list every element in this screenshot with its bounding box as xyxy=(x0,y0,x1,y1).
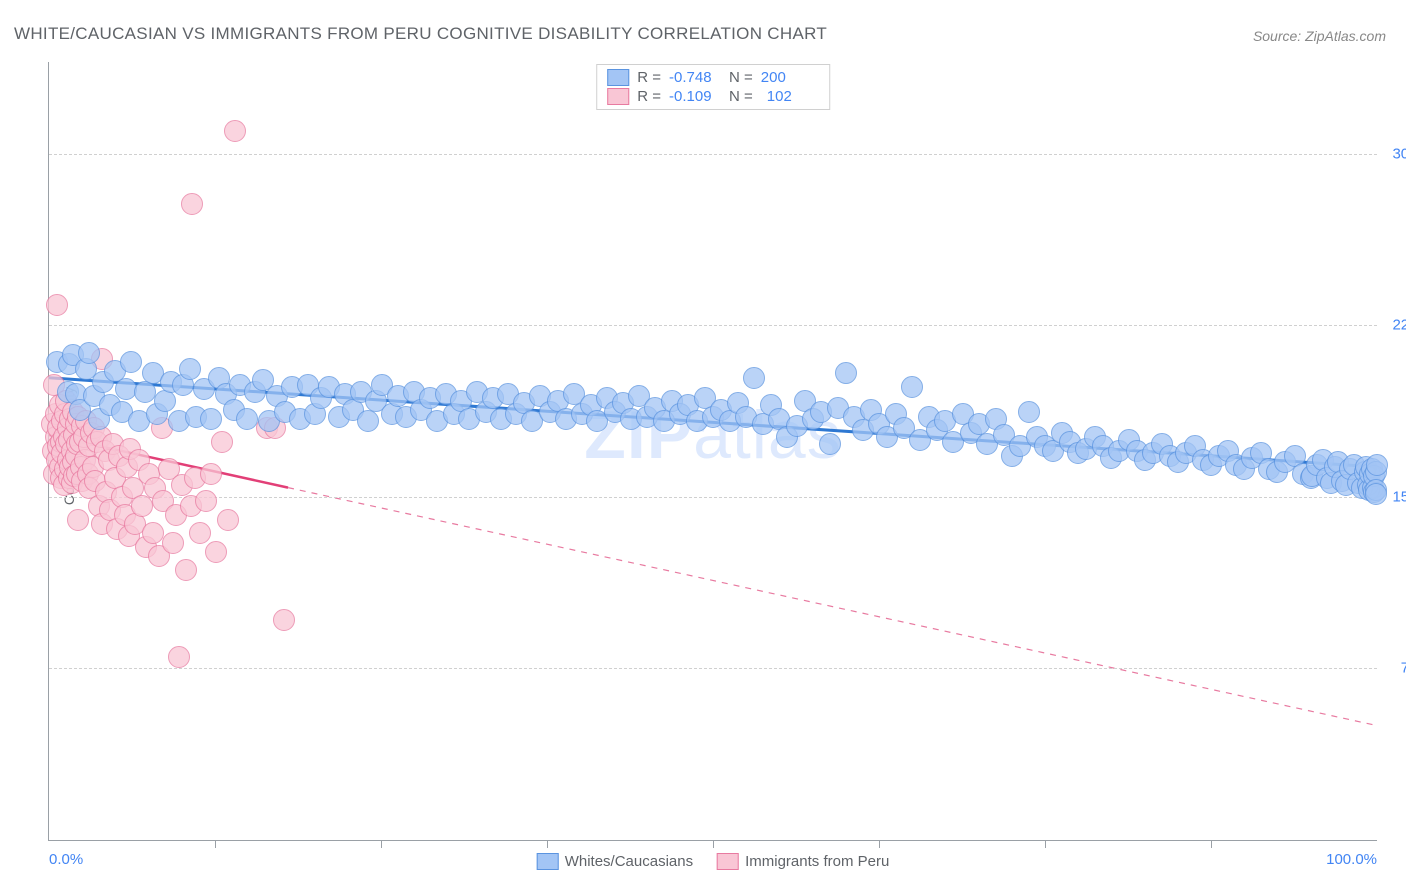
n-label: N = xyxy=(729,88,753,105)
legend-label-series2: Immigrants from Peru xyxy=(745,853,889,870)
scatter-point-series1 xyxy=(200,408,222,430)
legend-label-series1: Whites/Caucasians xyxy=(565,853,693,870)
scatter-point-series2 xyxy=(168,646,190,668)
scatter-point-series2 xyxy=(189,522,211,544)
scatter-point-series2 xyxy=(273,609,295,631)
legend-swatch-series2 xyxy=(717,853,739,870)
scatter-point-series2 xyxy=(181,193,203,215)
x-tick-label-max: 100.0% xyxy=(1326,851,1377,868)
gridline-h xyxy=(49,668,1377,669)
scatter-point-series1 xyxy=(901,376,923,398)
scatter-point-series2 xyxy=(211,431,233,453)
scatter-point-series1 xyxy=(236,408,258,430)
x-tick xyxy=(713,840,714,848)
n-label: N = xyxy=(729,69,753,86)
stats-row-series2: R = -0.109 N = 102 xyxy=(607,87,819,106)
scatter-point-series2 xyxy=(205,541,227,563)
x-tick xyxy=(879,840,880,848)
scatter-point-series2 xyxy=(200,463,222,485)
scatter-point-series1 xyxy=(1018,401,1040,423)
x-tick xyxy=(1045,840,1046,848)
r-value-s1: -0.748 xyxy=(669,69,721,86)
x-tick xyxy=(381,840,382,848)
x-tick xyxy=(1211,840,1212,848)
swatch-series2 xyxy=(607,88,629,105)
gridline-h xyxy=(49,325,1377,326)
y-tick-label: 30.0% xyxy=(1383,145,1406,162)
chart-title: WHITE/CAUCASIAN VS IMMIGRANTS FROM PERU … xyxy=(14,24,827,44)
scatter-point-series1 xyxy=(78,342,100,364)
swatch-series1 xyxy=(607,69,629,86)
scatter-point-series1 xyxy=(1366,454,1388,476)
scatter-point-series1 xyxy=(1365,483,1387,505)
scatter-point-series2 xyxy=(217,509,239,531)
r-label: R = xyxy=(637,88,661,105)
scatter-point-series2 xyxy=(195,490,217,512)
n-value-s2: 102 xyxy=(761,88,819,105)
scatter-point-series2 xyxy=(46,294,68,316)
scatter-point-series2 xyxy=(224,120,246,142)
scatter-point-series2 xyxy=(162,532,184,554)
scatter-point-series2 xyxy=(67,509,89,531)
scatter-point-series1 xyxy=(819,433,841,455)
x-tick xyxy=(547,840,548,848)
plot-area: ZIPatlas R = -0.748 N = 200 R = -0.109 N… xyxy=(48,62,1377,841)
y-tick-label: 7.5% xyxy=(1383,660,1406,677)
legend-item-series2: Immigrants from Peru xyxy=(717,853,889,870)
scatter-point-series1 xyxy=(357,410,379,432)
gridline-h xyxy=(49,497,1377,498)
scatter-point-series1 xyxy=(835,362,857,384)
x-tick xyxy=(215,840,216,848)
r-value-s2: -0.109 xyxy=(669,88,721,105)
scatter-point-series2 xyxy=(175,559,197,581)
n-value-s1: 200 xyxy=(761,69,813,86)
stats-row-series1: R = -0.748 N = 200 xyxy=(607,68,819,87)
scatter-point-series2 xyxy=(131,495,153,517)
legend-item-series1: Whites/Caucasians xyxy=(537,853,693,870)
bottom-legend: Whites/Caucasians Immigrants from Peru xyxy=(537,853,890,870)
scatter-point-series1 xyxy=(179,358,201,380)
gridline-h xyxy=(49,154,1377,155)
scatter-point-series2 xyxy=(142,522,164,544)
y-tick-label: 22.5% xyxy=(1383,317,1406,334)
scatter-point-series1 xyxy=(120,351,142,373)
legend-swatch-series1 xyxy=(537,853,559,870)
x-tick-label-min: 0.0% xyxy=(49,851,83,868)
chart-container: WHITE/CAUCASIAN VS IMMIGRANTS FROM PERU … xyxy=(0,0,1406,892)
scatter-point-series1 xyxy=(743,367,765,389)
r-label: R = xyxy=(637,69,661,86)
source-label: Source: ZipAtlas.com xyxy=(1253,28,1386,44)
stats-legend-box: R = -0.748 N = 200 R = -0.109 N = 102 xyxy=(596,64,830,110)
